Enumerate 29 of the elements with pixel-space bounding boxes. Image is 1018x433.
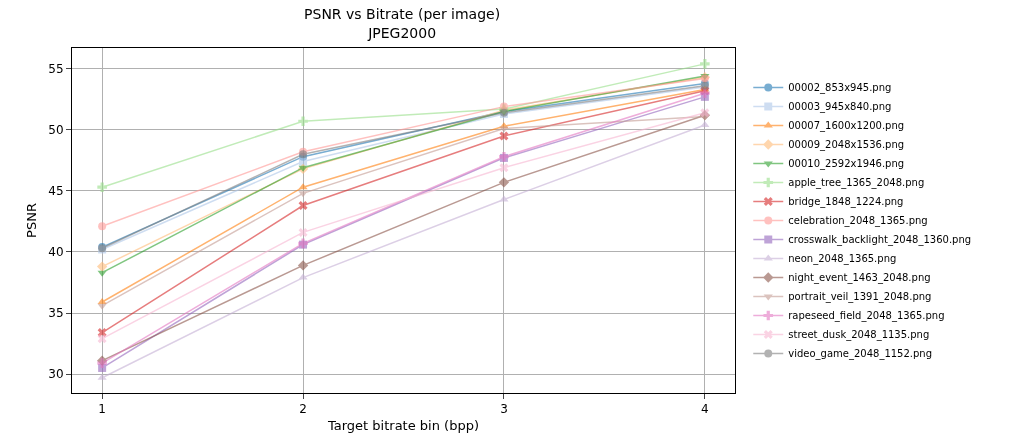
legend-label: 00007_1600x1200.png bbox=[788, 120, 905, 133]
legend-label: portrait_veil_1391_2048.png bbox=[788, 291, 932, 304]
y-tick-label: 50 bbox=[48, 123, 64, 138]
legend-label: 00010_2592x1946.png bbox=[788, 158, 905, 171]
y-tick-label: 30 bbox=[48, 367, 64, 382]
y-tick-label: 55 bbox=[48, 61, 64, 76]
legend-label: celebration_2048_1365.png bbox=[788, 215, 928, 228]
legend-label: neon_2048_1365.png bbox=[788, 253, 897, 266]
x-tick-label: 1 bbox=[98, 402, 106, 417]
y-tick-label: 45 bbox=[48, 184, 64, 199]
y-tick-label: 40 bbox=[48, 245, 64, 260]
legend-label: 00002_853x945.png bbox=[788, 82, 892, 95]
chart-title: PSNR vs Bitrate (per image) bbox=[304, 6, 501, 23]
x-tick-label: 2 bbox=[299, 402, 307, 417]
y-tick-label: 35 bbox=[48, 306, 64, 321]
chart-subtitle: JPEG2000 bbox=[367, 24, 437, 41]
legend-label: 00003_945x840.png bbox=[788, 101, 892, 114]
x-tick-label: 4 bbox=[701, 402, 709, 417]
legend-label: street_dusk_2048_1135.png bbox=[788, 329, 930, 342]
x-axis-title: Target bitrate bin (bpp) bbox=[327, 418, 479, 433]
legend-label: rapeseed_field_2048_1365.png bbox=[788, 310, 945, 323]
legend-label: apple_tree_1365_2048.png bbox=[788, 177, 925, 190]
legend-label: crosswalk_backlight_2048_1360.png bbox=[788, 234, 972, 247]
y-axis-title: PSNR bbox=[24, 203, 39, 238]
x-tick-label: 3 bbox=[500, 402, 508, 417]
legend-label: night_event_1463_2048.png bbox=[788, 272, 931, 285]
legend-label: video_game_2048_1152.png bbox=[788, 348, 933, 361]
legend-label: 00009_2048x1536.png bbox=[788, 139, 905, 152]
legend-label: bridge_1848_1224.png bbox=[788, 196, 904, 209]
